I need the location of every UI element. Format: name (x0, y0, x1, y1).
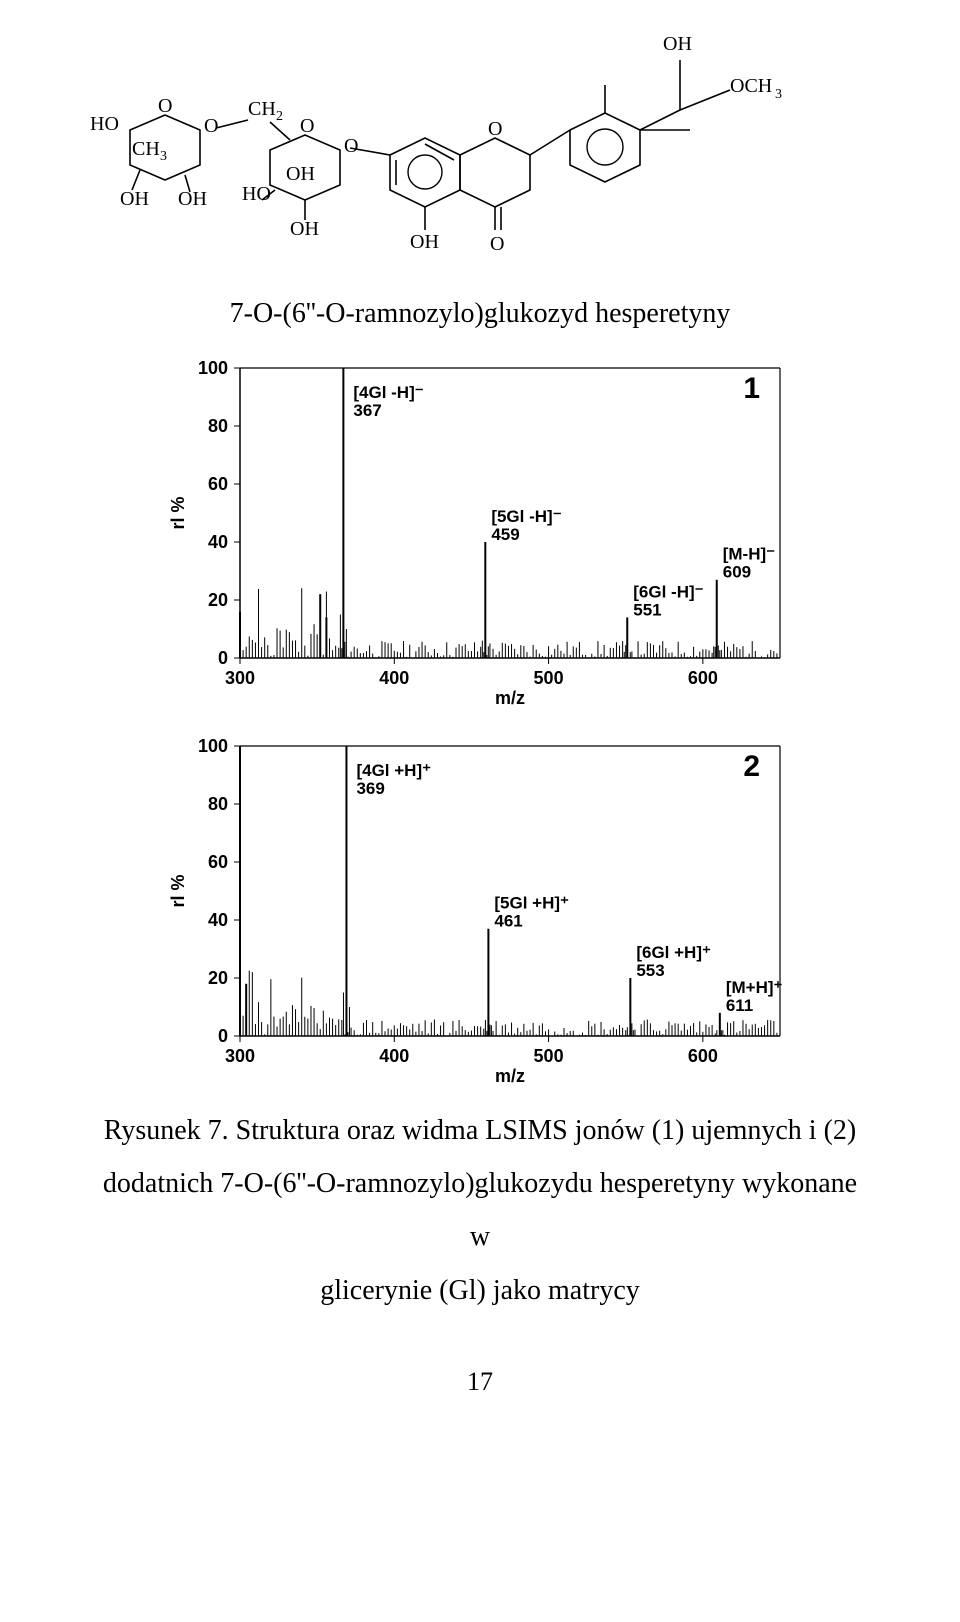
svg-text:551: 551 (633, 600, 661, 619)
atom-label: CH (132, 138, 160, 160)
svg-text:0: 0 (218, 1026, 228, 1046)
caption-line: glicerynie (Gl) jako matrycy (320, 1275, 640, 1306)
svg-text:60: 60 (208, 852, 228, 872)
svg-text:2: 2 (743, 750, 760, 783)
svg-text:[4Gl +H]⁺: [4Gl +H]⁺ (356, 761, 431, 780)
atom-label: 3 (775, 87, 782, 102)
svg-text:60: 60 (208, 474, 228, 494)
svg-text:400: 400 (379, 1046, 409, 1066)
figure-caption: Rysunek 7. Struktura oraz widma LSIMS jo… (90, 1104, 870, 1317)
svg-text:80: 80 (208, 416, 228, 436)
atom-label: OCH (730, 75, 772, 97)
svg-text:20: 20 (208, 968, 228, 988)
svg-text:[6Gl +H]⁺: [6Gl +H]⁺ (636, 943, 711, 962)
svg-text:40: 40 (208, 532, 228, 552)
svg-text:300: 300 (225, 668, 255, 688)
atom-label: OH (290, 218, 319, 240)
atom-label: O (300, 115, 314, 137)
atom-label: OH (120, 188, 149, 210)
svg-text:[5Gl -H]⁻: [5Gl -H]⁻ (491, 507, 561, 526)
svg-text:rl %: rl % (168, 874, 188, 907)
mass-spectrum-1: 0 20 40 60 80 100 300 400 500 600 m/z rl % [4Gl -H]⁻… (160, 348, 800, 708)
svg-text:367: 367 (353, 401, 381, 420)
caption-line: dodatnich 7-O-(6''-O-ramnozylo)glukozydu… (103, 1168, 857, 1252)
atom-label: 3 (160, 149, 167, 164)
caption-line: Rysunek 7. Struktura oraz widma LSIMS jo… (104, 1115, 856, 1146)
svg-text:0: 0 (218, 648, 228, 668)
atom-label: O (204, 115, 218, 137)
svg-text:[4Gl -H]⁻: [4Gl -H]⁻ (353, 383, 423, 402)
page-number: 17 (90, 1367, 870, 1397)
svg-text:500: 500 (534, 668, 564, 688)
svg-text:1: 1 (743, 372, 760, 405)
atom-label: OH (286, 163, 315, 185)
atom-label: OH (410, 231, 439, 253)
atom-label: O (488, 118, 502, 140)
svg-text:m/z: m/z (495, 688, 525, 708)
svg-text:400: 400 (379, 668, 409, 688)
svg-text:100: 100 (198, 358, 228, 378)
svg-text:[6Gl -H]⁻: [6Gl -H]⁻ (633, 582, 703, 601)
atom-label: 2 (276, 109, 283, 124)
svg-text:300: 300 (225, 1046, 255, 1066)
atom-label: HO (90, 113, 119, 135)
atom-label: CH (248, 98, 276, 120)
svg-text:553: 553 (636, 961, 664, 980)
svg-text:461: 461 (494, 912, 522, 931)
svg-text:20: 20 (208, 590, 228, 610)
svg-text:611: 611 (726, 996, 753, 1015)
svg-text:rl %: rl % (168, 496, 188, 529)
svg-text:459: 459 (491, 525, 519, 544)
atom-label: O (344, 135, 358, 157)
svg-text:600: 600 (688, 668, 718, 688)
svg-text:40: 40 (208, 910, 228, 930)
svg-text:369: 369 (356, 779, 384, 798)
svg-text:609: 609 (723, 563, 751, 582)
svg-text:500: 500 (534, 1046, 564, 1066)
mass-spectrum-2: 0 20 40 60 80 100 300 400 500 600 m/z rl % [4Gl +H]⁺… (160, 726, 800, 1086)
compound-name: 7-O-(6''-O-ramnozylo)glukozyd hesperetyn… (90, 298, 870, 330)
atom-label: OH (178, 188, 207, 210)
chemical-structure-diagram: HO O O CH 3 OH OH CH 2 O O OH HO (90, 20, 870, 290)
atom-label: OH (663, 33, 692, 55)
svg-text:[5Gl +H]⁺: [5Gl +H]⁺ (494, 894, 569, 913)
atom-label: O (490, 233, 504, 255)
atom-label: HO (242, 183, 271, 205)
svg-text:100: 100 (198, 736, 228, 756)
svg-text:80: 80 (208, 794, 228, 814)
atom-label: O (158, 95, 172, 117)
svg-text:m/z: m/z (495, 1066, 525, 1086)
svg-text:600: 600 (688, 1046, 718, 1066)
svg-text:[M+H]⁺: [M+H]⁺ (726, 978, 783, 997)
svg-text:[M-H]⁻: [M-H]⁻ (723, 545, 775, 564)
